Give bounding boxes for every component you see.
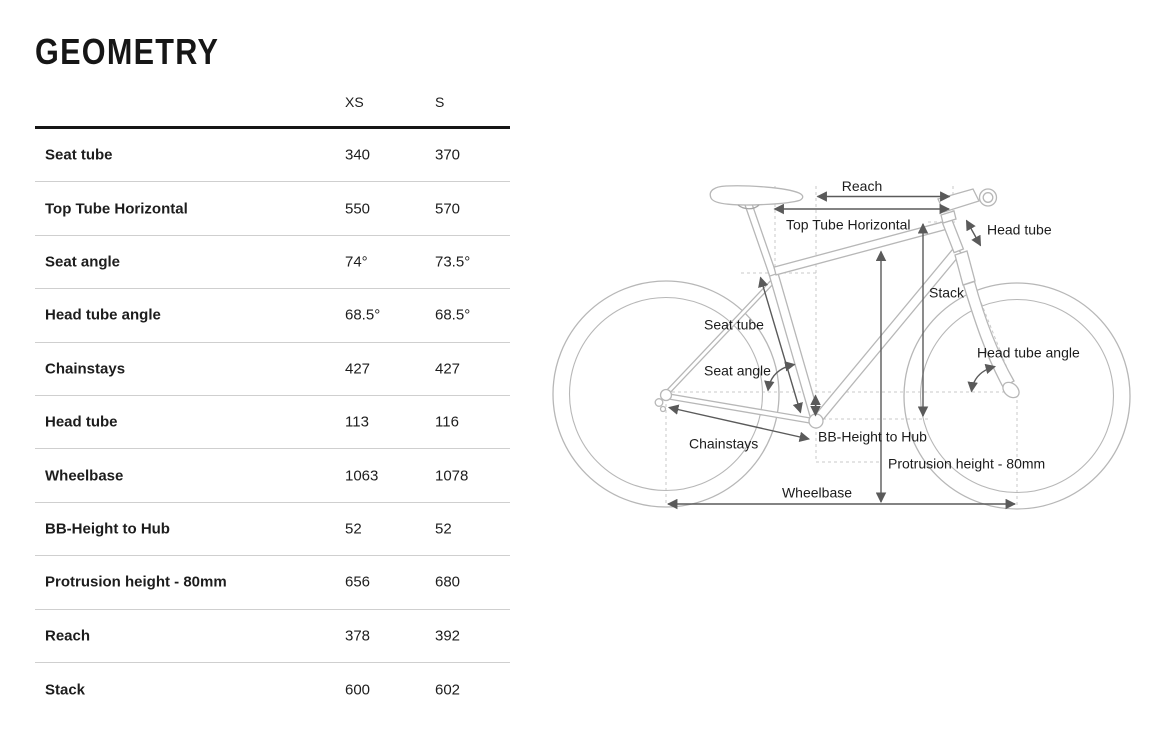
row-label: Chainstays [45, 360, 126, 378]
row-label: Reach [45, 627, 91, 645]
row-label: BB-Height to Hub [45, 520, 170, 538]
fork-dropout [1002, 381, 1020, 399]
geometry-table: Seat tube 340 370 Top Tube Horizontal 55… [35, 129, 510, 716]
down-tube [811, 246, 963, 425]
row-value-xs: 52 [345, 520, 362, 538]
seat-tube [767, 270, 822, 423]
chainstays-arrow [667, 404, 811, 443]
row-value-xs: 1063 [345, 467, 379, 485]
row-label: Seat angle [45, 253, 121, 271]
head-tube-arrow [965, 219, 982, 247]
row-value-s: 1078 [435, 467, 469, 485]
row-value-s: 370 [435, 146, 461, 164]
table-row: Chainstays 427 427 [35, 343, 510, 396]
saddle-clamp [737, 204, 760, 210]
rear-derailleur [654, 398, 664, 407]
row-label: Head tube angle [45, 306, 161, 324]
row-value-s: 570 [435, 200, 461, 218]
row-label: Stack [45, 681, 86, 699]
row-value-xs: 340 [345, 146, 371, 164]
table-row: Top Tube Horizontal 550 570 [35, 182, 510, 236]
column-header-s: S [435, 94, 445, 110]
rear-hub [659, 388, 673, 402]
row-value-xs: 68.5° [345, 306, 381, 324]
saddle [709, 185, 804, 206]
handlebar-grip-inner [982, 192, 994, 203]
row-label: Seat tube [45, 146, 113, 164]
chain-stays [664, 392, 815, 425]
bottom-bracket [808, 413, 824, 429]
table-row: Stack 600 602 [35, 663, 510, 716]
row-value-s: 73.5° [435, 253, 471, 271]
label-seat-angle: Seat angle [704, 363, 771, 379]
head-tube [941, 218, 965, 254]
row-value-s: 680 [435, 573, 461, 591]
label-bb-height-to-hub: BB-Height to Hub [818, 429, 927, 445]
row-value-xs: 656 [345, 573, 371, 591]
row-value-s: 427 [435, 360, 461, 378]
fork-crown [954, 250, 976, 286]
dimension-arrows [666, 191, 1017, 510]
row-value-xs: 427 [345, 360, 371, 378]
table-row: Head tube angle 68.5° 68.5° [35, 289, 510, 343]
row-value-s: 392 [435, 627, 461, 645]
label-stack: Stack [929, 285, 965, 301]
row-value-xs: 378 [345, 627, 371, 645]
bike-geometry-diagram: Reach Top Tube Horizontal Head tube Stac… [552, 178, 1131, 510]
label-protrusion-height: Protrusion height - 80mm [888, 456, 1045, 472]
table-row: BB-Height to Hub 52 52 [35, 503, 510, 557]
row-value-s: 68.5° [435, 306, 471, 324]
row-value-s: 52 [435, 520, 452, 538]
row-value-xs: 550 [345, 200, 371, 218]
label-top-tube-horizontal: Top Tube Horizontal [786, 217, 911, 233]
diagram-labels: Reach Top Tube Horizontal Head tube Stac… [689, 178, 1080, 501]
table-row: Wheelbase 1063 1078 [35, 449, 510, 503]
row-value-xs: 600 [345, 681, 371, 699]
table-row: Reach 378 392 [35, 610, 510, 663]
table-row: Protrusion height - 80mm 656 680 [35, 556, 510, 610]
row-value-s: 116 [435, 413, 459, 431]
table-row: Seat angle 74° 73.5° [35, 236, 510, 290]
fork-blade [962, 280, 1015, 388]
row-label: Wheelbase [45, 467, 124, 485]
column-header-xs: XS [345, 94, 364, 110]
table-row: Seat tube 340 370 [35, 129, 510, 183]
seat-angle-arc [764, 361, 796, 392]
seatpost [743, 201, 778, 277]
label-reach: Reach [842, 178, 882, 194]
label-chainstays: Chainstays [689, 436, 758, 452]
row-value-xs: 74° [345, 253, 368, 271]
label-head-tube-angle: Head tube angle [977, 345, 1080, 361]
label-wheelbase: Wheelbase [782, 485, 852, 501]
row-label: Top Tube Horizontal [45, 200, 188, 218]
label-head-tube: Head tube [987, 222, 1052, 238]
front-tire [903, 282, 1131, 510]
row-value-xs: 113 [345, 413, 369, 431]
head-tube-angle-arc [967, 363, 997, 393]
derailleur-pulley [659, 405, 667, 413]
label-seat-tube: Seat tube [704, 317, 764, 333]
table-row: Head tube 113 116 [35, 396, 510, 450]
row-label: Head tube [45, 413, 118, 431]
row-label: Protrusion height - 80mm [45, 573, 227, 591]
guide-steering-axis [947, 218, 1010, 374]
page-title: GEOMETRY [35, 31, 220, 72]
headset-spacer [940, 210, 957, 224]
row-value-s: 602 [435, 681, 461, 699]
table-header-rule [35, 126, 510, 129]
